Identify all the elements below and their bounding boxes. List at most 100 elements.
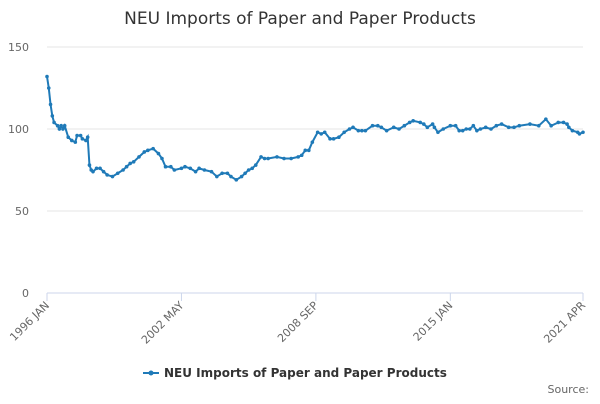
x-tick-label: 2015 JAN xyxy=(411,299,456,344)
point xyxy=(360,128,364,133)
point xyxy=(581,130,585,135)
point xyxy=(215,174,219,179)
point xyxy=(246,168,251,172)
point xyxy=(303,148,308,153)
point xyxy=(418,120,423,125)
point xyxy=(565,122,569,126)
point xyxy=(347,127,352,131)
point xyxy=(137,155,141,159)
point xyxy=(85,135,90,139)
point xyxy=(229,174,233,179)
point xyxy=(250,166,255,171)
point xyxy=(98,166,102,171)
point xyxy=(131,160,136,164)
point xyxy=(448,123,453,128)
point xyxy=(75,133,79,138)
point xyxy=(322,130,327,135)
point xyxy=(397,127,401,131)
point xyxy=(151,146,155,151)
point xyxy=(188,166,193,171)
point xyxy=(471,123,476,128)
point xyxy=(460,128,465,133)
y-tick-label: 0 xyxy=(22,287,29,300)
point xyxy=(489,127,493,131)
point xyxy=(407,120,412,125)
point xyxy=(289,156,293,161)
point xyxy=(351,125,355,130)
point xyxy=(105,173,109,177)
point xyxy=(556,120,561,125)
point xyxy=(441,127,446,131)
point xyxy=(296,155,300,159)
point xyxy=(179,166,184,171)
y-tick-label: 50 xyxy=(15,205,29,218)
point xyxy=(84,138,88,143)
point xyxy=(499,122,504,126)
point xyxy=(457,128,461,133)
point xyxy=(66,135,71,139)
point xyxy=(453,123,458,128)
point xyxy=(570,128,575,133)
point xyxy=(172,168,177,172)
point xyxy=(436,130,440,135)
point xyxy=(549,123,553,128)
source: Source: xyxy=(548,383,590,396)
point xyxy=(124,164,129,169)
point xyxy=(259,155,263,159)
point xyxy=(478,127,483,131)
point xyxy=(202,168,207,172)
point xyxy=(467,127,472,131)
chart-title: NEU Imports of Paper and Paper Products xyxy=(124,9,476,29)
point xyxy=(475,128,479,133)
point xyxy=(220,171,224,176)
point xyxy=(319,132,323,136)
point xyxy=(464,127,469,131)
point xyxy=(483,125,488,130)
point xyxy=(193,169,198,174)
point xyxy=(91,169,95,174)
point xyxy=(262,156,267,161)
legend-marker xyxy=(148,370,154,376)
point xyxy=(253,163,258,167)
point xyxy=(115,171,120,176)
point xyxy=(73,140,78,144)
point xyxy=(61,127,65,131)
x-tick-label: 2002 MAY xyxy=(139,299,187,347)
point xyxy=(577,132,582,136)
point xyxy=(45,74,49,79)
point xyxy=(370,123,375,128)
point xyxy=(59,123,63,128)
point xyxy=(517,123,522,128)
point xyxy=(299,153,304,158)
y-tick-label: 100 xyxy=(8,123,29,136)
point xyxy=(391,125,396,130)
point xyxy=(411,119,415,123)
point xyxy=(402,123,407,128)
point xyxy=(536,123,541,128)
point xyxy=(52,120,56,125)
point xyxy=(101,169,106,174)
point xyxy=(234,178,239,182)
point xyxy=(225,171,230,176)
point xyxy=(209,169,214,174)
point xyxy=(183,164,187,169)
point xyxy=(121,168,125,172)
legend-label: NEU Imports of Paper and Paper Products xyxy=(164,366,447,380)
point xyxy=(331,137,336,141)
point xyxy=(512,125,516,130)
point xyxy=(146,148,150,153)
point xyxy=(87,163,92,167)
point xyxy=(57,127,62,131)
point xyxy=(544,117,548,121)
point xyxy=(425,125,430,130)
point xyxy=(62,123,67,128)
point xyxy=(46,86,51,90)
point xyxy=(266,156,270,161)
point xyxy=(307,148,311,153)
point xyxy=(567,125,571,130)
point xyxy=(50,114,55,118)
x-tick-label: 2021 APR xyxy=(541,299,588,346)
point xyxy=(69,138,74,143)
x-tick-label: 2008 SEP xyxy=(275,299,321,345)
